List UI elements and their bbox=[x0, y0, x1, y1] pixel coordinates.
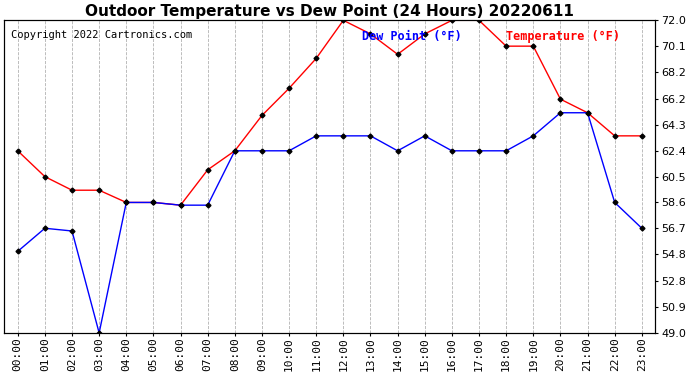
Title: Outdoor Temperature vs Dew Point (24 Hours) 20220611: Outdoor Temperature vs Dew Point (24 Hou… bbox=[86, 4, 574, 19]
Text: Temperature (°F): Temperature (°F) bbox=[506, 30, 620, 43]
Text: Copyright 2022 Cartronics.com: Copyright 2022 Cartronics.com bbox=[10, 30, 192, 40]
Text: Dew Point (°F): Dew Point (°F) bbox=[362, 30, 462, 43]
